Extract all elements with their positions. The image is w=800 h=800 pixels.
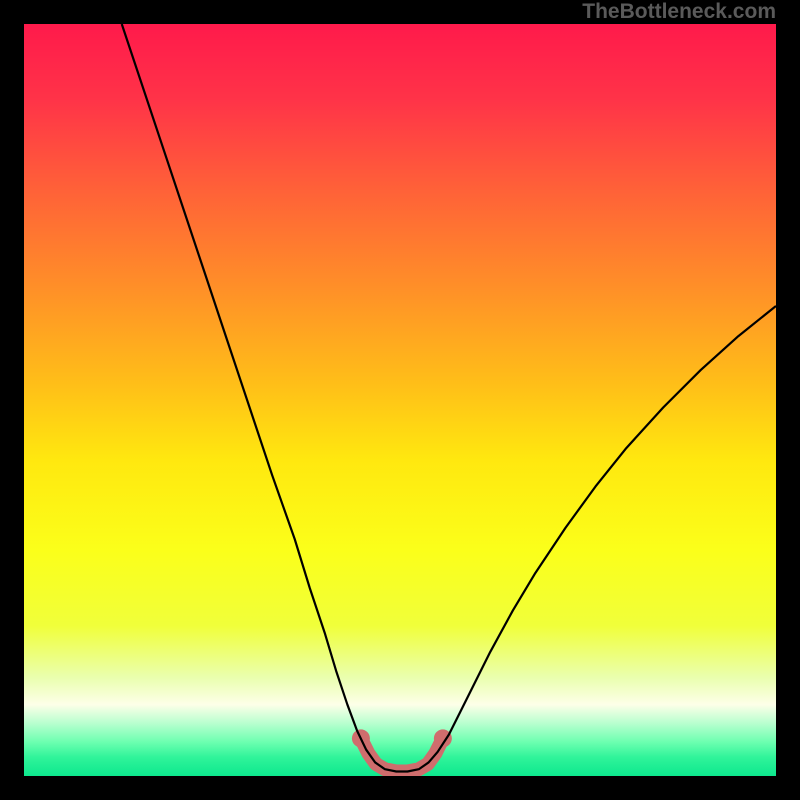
- chart-svg: [24, 24, 776, 776]
- watermark-text: TheBottleneck.com: [582, 0, 776, 24]
- plot-area: [24, 24, 776, 776]
- gradient-background: [24, 24, 776, 776]
- chart-frame: TheBottleneck.com: [0, 0, 800, 800]
